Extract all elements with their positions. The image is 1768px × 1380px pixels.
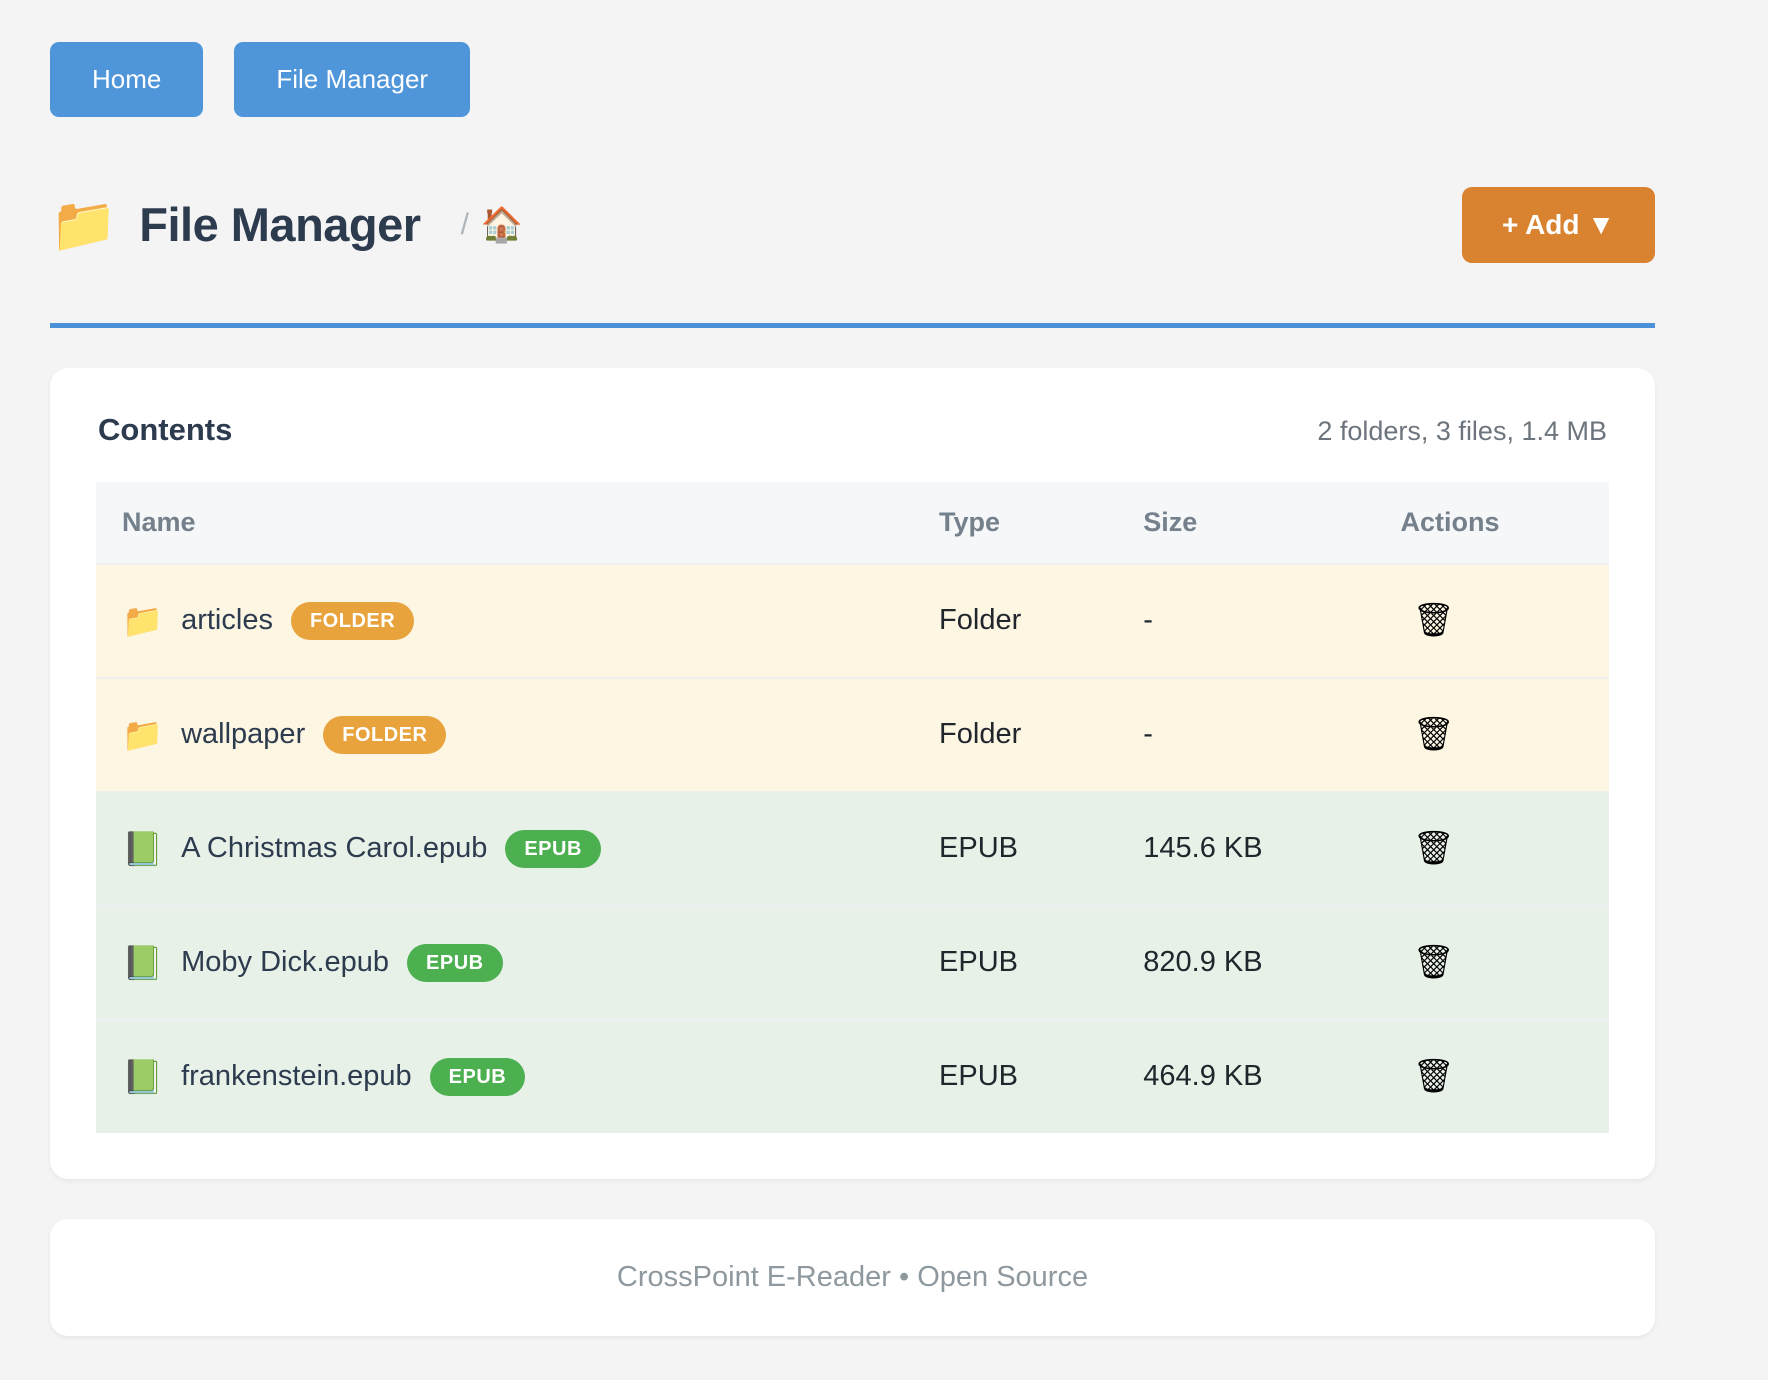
file-name-cell: 📗 Moby Dick.epub EPUB: [122, 943, 887, 982]
delete-button[interactable]: 🗑: [1412, 600, 1455, 638]
column-header-type: Type: [913, 481, 1118, 564]
home-button[interactable]: Home: [50, 42, 204, 118]
file-name: frankenstein.epub: [181, 1060, 412, 1093]
column-header-actions: Actions: [1374, 481, 1609, 564]
type-badge: EPUB: [407, 943, 503, 982]
size-cell: -: [1117, 676, 1375, 792]
page-title: File Manager: [139, 198, 421, 252]
book-icon: 📗: [122, 1058, 164, 1096]
folder-icon: 📁: [122, 602, 164, 640]
file-name-cell: 📁 articles FOLDER: [122, 601, 887, 640]
file-name-cell: 📗 A Christmas Carol.epub EPUB: [122, 829, 887, 868]
column-header-size: Size: [1117, 481, 1375, 564]
table-row[interactable]: 📗 frankenstein.epub EPUB EPUB 464.9 KB 🗑: [96, 1018, 1609, 1133]
add-button[interactable]: + Add ▼: [1461, 187, 1655, 263]
file-manager-button[interactable]: File Manager: [234, 42, 471, 118]
page: Home File Manager 📁 File Manager / 🏠 + A…: [50, 42, 1655, 1336]
footer-card: CrossPoint E-Reader • Open Source: [50, 1218, 1655, 1336]
column-header-name: Name: [96, 481, 914, 564]
type-badge: EPUB: [505, 829, 601, 868]
book-icon: 📗: [122, 830, 164, 868]
folder-icon: 📁: [122, 716, 164, 754]
contents-card: Contents 2 folders, 3 files, 1.4 MB Name…: [50, 367, 1655, 1179]
delete-button[interactable]: 🗑: [1412, 828, 1455, 866]
contents-summary: 2 folders, 3 files, 1.4 MB: [1317, 415, 1607, 446]
type-cell: Folder: [913, 562, 1118, 678]
files-table: Name Type Size Actions 📁 articles FOLDER Fo…: [96, 481, 1609, 1133]
top-nav: Home File Manager: [50, 42, 1655, 118]
file-name: wallpaper: [181, 718, 306, 751]
type-badge: FOLDER: [290, 601, 415, 640]
folder-icon: 📁: [50, 194, 118, 255]
title-wrap: 📁 File Manager / 🏠: [50, 197, 523, 252]
file-name-cell: 📁 wallpaper FOLDER: [122, 715, 887, 754]
breadcrumb: / 🏠: [461, 208, 524, 242]
table-row[interactable]: 📁 wallpaper FOLDER Folder - 🗑: [96, 676, 1609, 792]
delete-button[interactable]: 🗑: [1412, 714, 1455, 752]
home-icon[interactable]: 🏠: [480, 205, 524, 244]
type-cell: EPUB: [913, 904, 1118, 1020]
table-row[interactable]: 📗 A Christmas Carol.epub EPUB EPUB 145.6 KB 🗑: [96, 790, 1609, 906]
contents-title: Contents: [98, 411, 233, 447]
file-name: Moby Dick.epub: [181, 946, 390, 979]
type-cell: EPUB: [913, 1018, 1118, 1133]
type-badge: EPUB: [429, 1057, 526, 1096]
size-cell: 464.9 KB: [1117, 1018, 1375, 1133]
file-name: articles: [181, 604, 273, 637]
table-row[interactable]: 📗 Moby Dick.epub EPUB EPUB 820.9 KB 🗑: [96, 904, 1609, 1020]
contents-card-header: Contents 2 folders, 3 files, 1.4 MB: [96, 412, 1609, 448]
page-header: 📁 File Manager / 🏠 + Add ▼: [50, 187, 1655, 263]
breadcrumb-separator: /: [460, 207, 469, 241]
size-cell: 145.6 KB: [1117, 790, 1375, 906]
type-badge: FOLDER: [323, 715, 447, 754]
header-divider: [50, 322, 1655, 328]
size-cell: 820.9 KB: [1117, 904, 1375, 1020]
footer-text: CrossPoint E-Reader • Open Source: [616, 1260, 1089, 1293]
delete-button[interactable]: 🗑: [1412, 942, 1455, 980]
file-name: A Christmas Carol.epub: [181, 832, 488, 865]
delete-button[interactable]: 🗑: [1412, 1056, 1455, 1094]
type-cell: EPUB: [913, 790, 1118, 906]
size-cell: -: [1117, 562, 1375, 678]
file-name-cell: 📗 frankenstein.epub EPUB: [122, 1057, 887, 1096]
book-icon: 📗: [122, 944, 164, 982]
type-cell: Folder: [913, 676, 1118, 792]
table-header-row: Name Type Size Actions: [96, 481, 1609, 564]
table-row[interactable]: 📁 articles FOLDER Folder - 🗑: [96, 562, 1609, 678]
